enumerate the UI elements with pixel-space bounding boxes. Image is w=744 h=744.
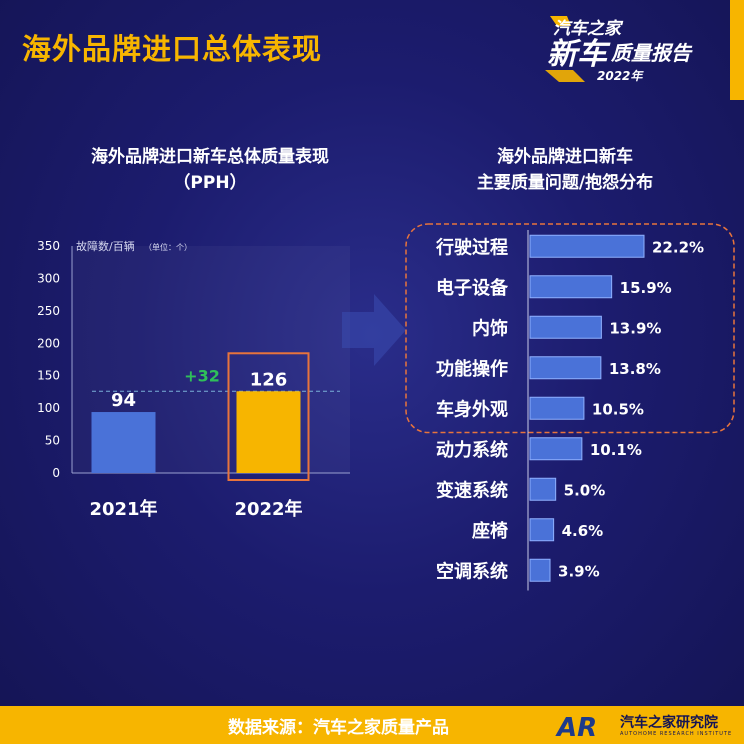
bar (236, 391, 301, 473)
y-tick-label: 250 (37, 304, 60, 318)
org-logo-mark: AR (555, 713, 597, 742)
y-tick-label: 150 (37, 369, 60, 383)
y-tick-label: 200 (37, 336, 60, 350)
y-tick-label: 50 (45, 434, 60, 448)
logo-line1: 汽车之家 (553, 19, 624, 39)
issue-distribution-chart: 行驶过程 22.2% 电子设备 15.9% 内饰 13.9% 功能操作 13.8% 车身外观 10… (405, 223, 735, 591)
right-chart-title-block: 海外品牌进口新车 主要质量问题/抱怨分布 (400, 144, 730, 196)
bar (529, 558, 551, 582)
research-institute-logo: AR (555, 713, 597, 742)
category-label: 车身外观 (436, 398, 508, 420)
logo-line3: 质量报告 (610, 41, 693, 65)
bar-value-label: 94 (111, 390, 136, 411)
bar (529, 477, 557, 501)
left-chart-title-block: 海外品牌进口新车总体质量表现 （PPH） (40, 144, 380, 196)
bar-value-label: 22.2% (652, 238, 704, 256)
category-label: 空调系统 (436, 560, 508, 582)
x-tick-label: 2022年 (234, 498, 302, 520)
arrow-right-icon (342, 294, 406, 366)
difference-annotation: +32 (184, 366, 220, 385)
footer-org: 汽车之家研究院 (620, 715, 718, 731)
autohome-quality-report-logo: 汽车之家 新车 质量报告 2022年 (545, 16, 693, 83)
category-label: 变速系统 (436, 479, 508, 501)
pph-bar-chart: 0 50 100 150 200 250 300 350 故障数/百辆 （单位：个） 94 2021年… (37, 239, 350, 520)
logo-year: 2022年 (597, 69, 644, 83)
y-axis-label: 故障数/百辆 (76, 239, 135, 253)
y-axis-unit: （单位：个） (144, 242, 192, 252)
x-tick-label: 2021年 (89, 498, 157, 520)
y-tick-label: 350 (37, 239, 60, 253)
bar-value-label: 10.1% (590, 441, 642, 459)
footer-source: 数据来源：汽车之家质量产品 (228, 718, 449, 738)
page-title: 海外品牌进口总体表现 (22, 32, 323, 66)
bar (91, 412, 156, 473)
y-tick-label: 100 (37, 401, 60, 415)
logo-line2: 新车 (547, 37, 611, 72)
left-chart-subtitle: （PPH） (173, 173, 247, 193)
category-label: 动力系统 (436, 439, 508, 461)
left-chart-title: 海外品牌进口新车总体质量表现 (91, 147, 329, 167)
footer-bar (0, 706, 744, 744)
category-label: 功能操作 (436, 358, 508, 380)
bar-value-label: 126 (250, 369, 288, 390)
bar-value-label: 10.5% (592, 400, 644, 418)
accent-bar (730, 0, 744, 100)
bar (529, 275, 613, 299)
bar-value-label: 3.9% (558, 562, 600, 580)
bar (529, 234, 645, 258)
top-issues-frame (405, 223, 735, 434)
bar (529, 315, 602, 339)
bar (529, 518, 555, 542)
bar (529, 437, 583, 461)
bar (529, 396, 585, 420)
y-tick-label: 300 (37, 271, 60, 285)
bar-value-label: 5.0% (564, 481, 606, 499)
category-label: 电子设备 (436, 277, 509, 299)
footer-org-en: AUTOHOME RESEARCH INSTITUTE (620, 731, 733, 737)
bar-value-label: 4.6% (562, 522, 604, 540)
y-tick-label: 0 (52, 466, 60, 480)
bar-value-label: 13.9% (609, 319, 661, 337)
category-label: 行驶过程 (435, 236, 508, 258)
right-chart-subtitle: 主要质量问题/抱怨分布 (476, 173, 654, 193)
category-label: 座椅 (472, 520, 508, 542)
bar-value-label: 15.9% (620, 279, 672, 297)
right-chart-title: 海外品牌进口新车 (497, 147, 633, 167)
bar-value-label: 13.8% (609, 360, 661, 378)
highlight-frame (227, 352, 310, 481)
bar (529, 356, 602, 380)
category-label: 内饰 (472, 317, 508, 339)
